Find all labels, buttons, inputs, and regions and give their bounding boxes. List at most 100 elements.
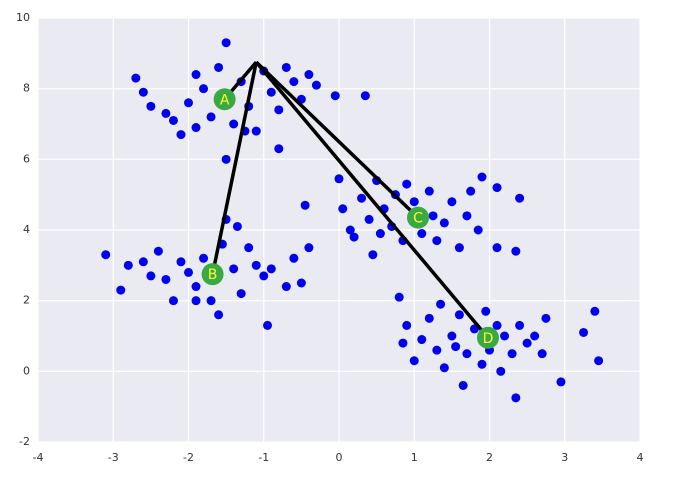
centroid (213, 88, 236, 111)
y-tick-label: 0 (23, 364, 30, 377)
data-point (492, 320, 502, 330)
data-point (266, 264, 276, 274)
data-point (417, 229, 427, 239)
data-point (492, 183, 502, 193)
data-point (281, 282, 291, 292)
data-point (338, 204, 348, 214)
data-point (229, 264, 239, 274)
data-point (522, 338, 532, 348)
data-point (232, 221, 242, 231)
centroid (407, 206, 430, 229)
data-point (424, 313, 434, 323)
connector-line (254, 61, 490, 339)
data-point (375, 229, 385, 239)
data-point (296, 278, 306, 288)
data-point (281, 62, 291, 72)
connector-line (210, 61, 258, 275)
data-point (101, 250, 111, 260)
data-point (191, 70, 201, 80)
data-point (579, 327, 589, 337)
data-point (594, 356, 604, 366)
data-point (473, 225, 483, 235)
centroid-label: A (220, 92, 230, 108)
data-point (439, 363, 449, 373)
data-point (251, 260, 261, 270)
data-point (541, 313, 551, 323)
data-point (221, 38, 231, 48)
data-point (477, 172, 487, 182)
data-point (364, 214, 374, 224)
data-point (428, 211, 438, 221)
data-point (153, 246, 163, 256)
data-point (432, 345, 442, 355)
x-tick-label: -2 (183, 451, 194, 464)
data-point (451, 342, 461, 352)
data-point (436, 299, 446, 309)
data-point (311, 80, 321, 90)
data-point (229, 119, 239, 129)
data-point (345, 225, 355, 235)
data-point (304, 243, 314, 253)
data-point (214, 62, 224, 72)
data-point (424, 186, 434, 196)
data-point (492, 243, 502, 253)
data-point (266, 87, 276, 97)
data-point (466, 186, 476, 196)
data-point (507, 349, 517, 359)
y-tick-label: 6 (23, 152, 30, 165)
data-point (138, 87, 148, 97)
data-point (300, 200, 310, 210)
data-point (394, 292, 404, 302)
data-point (191, 296, 201, 306)
data-point (462, 349, 472, 359)
x-tick-label: 1 (411, 451, 418, 464)
x-tick-label: 2 (486, 451, 493, 464)
centroid-label: B (208, 267, 218, 283)
data-point (168, 115, 178, 125)
data-point (439, 218, 449, 228)
data-point (191, 282, 201, 292)
data-point (146, 101, 156, 111)
data-point (462, 211, 472, 221)
data-point (184, 267, 193, 277)
data-point (304, 70, 314, 80)
y-tick-label: 10 (16, 11, 30, 24)
data-point (458, 380, 468, 390)
data-point (409, 197, 419, 207)
y-tick-label: -2 (19, 435, 30, 448)
data-point (221, 154, 231, 164)
x-tick-label: 0 (336, 451, 343, 464)
data-point (199, 84, 209, 94)
data-point (199, 253, 209, 263)
data-point (349, 232, 359, 242)
connector-line (255, 60, 420, 219)
data-point (515, 320, 525, 330)
x-tick-label: -1 (258, 451, 269, 464)
data-point (116, 285, 126, 295)
data-point (251, 126, 261, 136)
data-point (236, 289, 246, 299)
data-point (176, 130, 186, 140)
data-point (330, 91, 340, 101)
data-point (357, 193, 367, 203)
data-point (263, 320, 273, 330)
data-point (432, 236, 442, 246)
data-point (214, 310, 224, 320)
x-tick-label: 3 (561, 451, 568, 464)
data-point (454, 310, 464, 320)
data-point (500, 331, 510, 341)
data-point (131, 73, 141, 83)
y-tick-label: 2 (23, 294, 30, 307)
data-point (511, 246, 521, 256)
data-point (168, 296, 178, 306)
data-point (402, 320, 412, 330)
data-point (402, 179, 412, 189)
data-point (454, 243, 464, 253)
data-point (481, 306, 491, 316)
data-point (537, 349, 547, 359)
data-point (138, 257, 148, 267)
x-tick-label: -3 (108, 451, 119, 464)
data-point (511, 393, 521, 403)
data-point (334, 174, 344, 184)
